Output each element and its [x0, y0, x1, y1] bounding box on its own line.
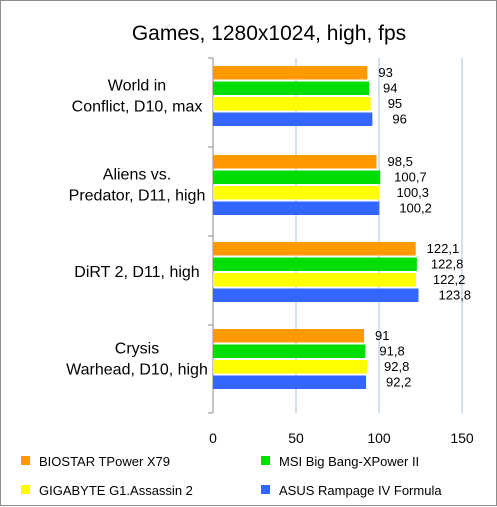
- data-label: 92,8: [384, 359, 409, 374]
- bar: [213, 201, 380, 215]
- data-label: 100,7: [394, 170, 427, 185]
- legend-swatch: [21, 456, 30, 465]
- category-label: DiRT 2, D11, high: [74, 264, 199, 281]
- gridlines: [208, 57, 463, 414]
- x-tick-label: 0: [209, 430, 217, 446]
- bar: [213, 97, 371, 111]
- data-label: 91,8: [379, 344, 404, 359]
- data-label: 93: [378, 65, 392, 80]
- data-label: 96: [392, 112, 406, 127]
- data-label: 92,2: [386, 375, 411, 390]
- bar: [213, 273, 416, 287]
- bars: [213, 66, 419, 389]
- data-label: 91: [375, 328, 389, 343]
- x-tick-label: 150: [450, 430, 474, 446]
- x-tick-label: 50: [288, 430, 304, 446]
- data-label: 100,3: [396, 185, 429, 200]
- data-label: 98,5: [388, 154, 413, 169]
- bar: [213, 66, 368, 80]
- legend-label: GIGABYTE G1.Assassin 2: [39, 483, 193, 498]
- bar: [213, 81, 370, 95]
- bar: [213, 257, 417, 271]
- data-label: 122,1: [427, 241, 460, 256]
- category-labels: World in Conflict, D10, max Aliens vs. Pred…: [66, 78, 208, 379]
- category-label: Crysis Warhead, D10, high: [66, 341, 208, 379]
- legend: BIOSTAR TPower X79 MSI Big Bang-XPower II…: [21, 454, 442, 498]
- bar: [213, 112, 373, 126]
- legend-label: MSI Big Bang-XPower II: [279, 454, 419, 469]
- bar: [213, 360, 368, 374]
- bar: [213, 375, 367, 389]
- legend-swatch: [261, 485, 270, 494]
- bar: [213, 242, 416, 256]
- bar: [213, 344, 366, 358]
- bar: [213, 186, 380, 200]
- legend-label: BIOSTAR TPower X79: [39, 454, 170, 469]
- legend-label: ASUS Rampage IV Formula: [279, 483, 442, 498]
- bar: [213, 329, 365, 343]
- data-label: 95: [388, 96, 402, 111]
- legend-swatch: [261, 456, 270, 465]
- data-label: 122,2: [433, 272, 466, 287]
- bar: [213, 155, 377, 169]
- x-tick-label: 100: [367, 430, 391, 446]
- bar: [213, 170, 381, 184]
- bar: [213, 288, 419, 302]
- x-axis-ticks: 0 50 100 150: [209, 430, 474, 446]
- category-label: Aliens vs. Predator, D11, high: [69, 167, 206, 205]
- legend-swatch: [21, 485, 30, 494]
- data-label: 122,8: [431, 257, 464, 272]
- data-label: 94: [383, 81, 397, 96]
- category-label: World in Conflict, D10, max: [72, 78, 203, 116]
- chart-title: Games, 1280x1024, high, fps: [132, 22, 406, 45]
- data-label: 123,8: [439, 288, 472, 303]
- data-label: 100,2: [399, 201, 432, 216]
